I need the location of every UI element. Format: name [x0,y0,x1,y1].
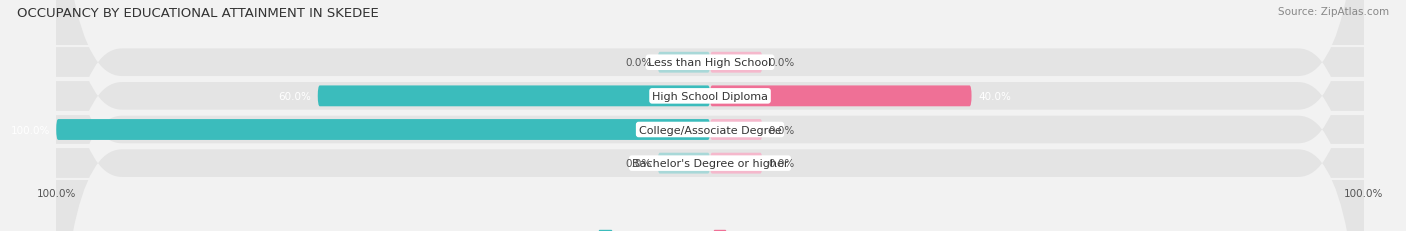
FancyBboxPatch shape [710,153,762,174]
Text: 40.0%: 40.0% [979,91,1011,101]
Text: Source: ZipAtlas.com: Source: ZipAtlas.com [1278,7,1389,17]
Legend: Owner-occupied, Renter-occupied: Owner-occupied, Renter-occupied [595,225,825,231]
Text: 0.0%: 0.0% [624,158,651,168]
Text: High School Diploma: High School Diploma [652,91,768,101]
FancyBboxPatch shape [658,53,710,73]
FancyBboxPatch shape [318,86,710,107]
Text: 0.0%: 0.0% [769,58,796,68]
FancyBboxPatch shape [710,120,762,140]
Text: College/Associate Degree: College/Associate Degree [638,125,782,135]
FancyBboxPatch shape [710,53,762,73]
FancyBboxPatch shape [710,86,972,107]
Text: 0.0%: 0.0% [769,158,796,168]
FancyBboxPatch shape [56,0,1364,231]
Text: 60.0%: 60.0% [278,91,311,101]
Text: Less than High School: Less than High School [648,58,772,68]
FancyBboxPatch shape [56,0,1364,231]
FancyBboxPatch shape [56,0,1364,231]
Text: 100.0%: 100.0% [10,125,49,135]
Text: 0.0%: 0.0% [769,125,796,135]
Text: OCCUPANCY BY EDUCATIONAL ATTAINMENT IN SKEDEE: OCCUPANCY BY EDUCATIONAL ATTAINMENT IN S… [17,7,378,20]
FancyBboxPatch shape [658,153,710,174]
Text: Bachelor's Degree or higher: Bachelor's Degree or higher [631,158,789,168]
Text: 0.0%: 0.0% [624,58,651,68]
FancyBboxPatch shape [56,120,710,140]
FancyBboxPatch shape [56,0,1364,231]
